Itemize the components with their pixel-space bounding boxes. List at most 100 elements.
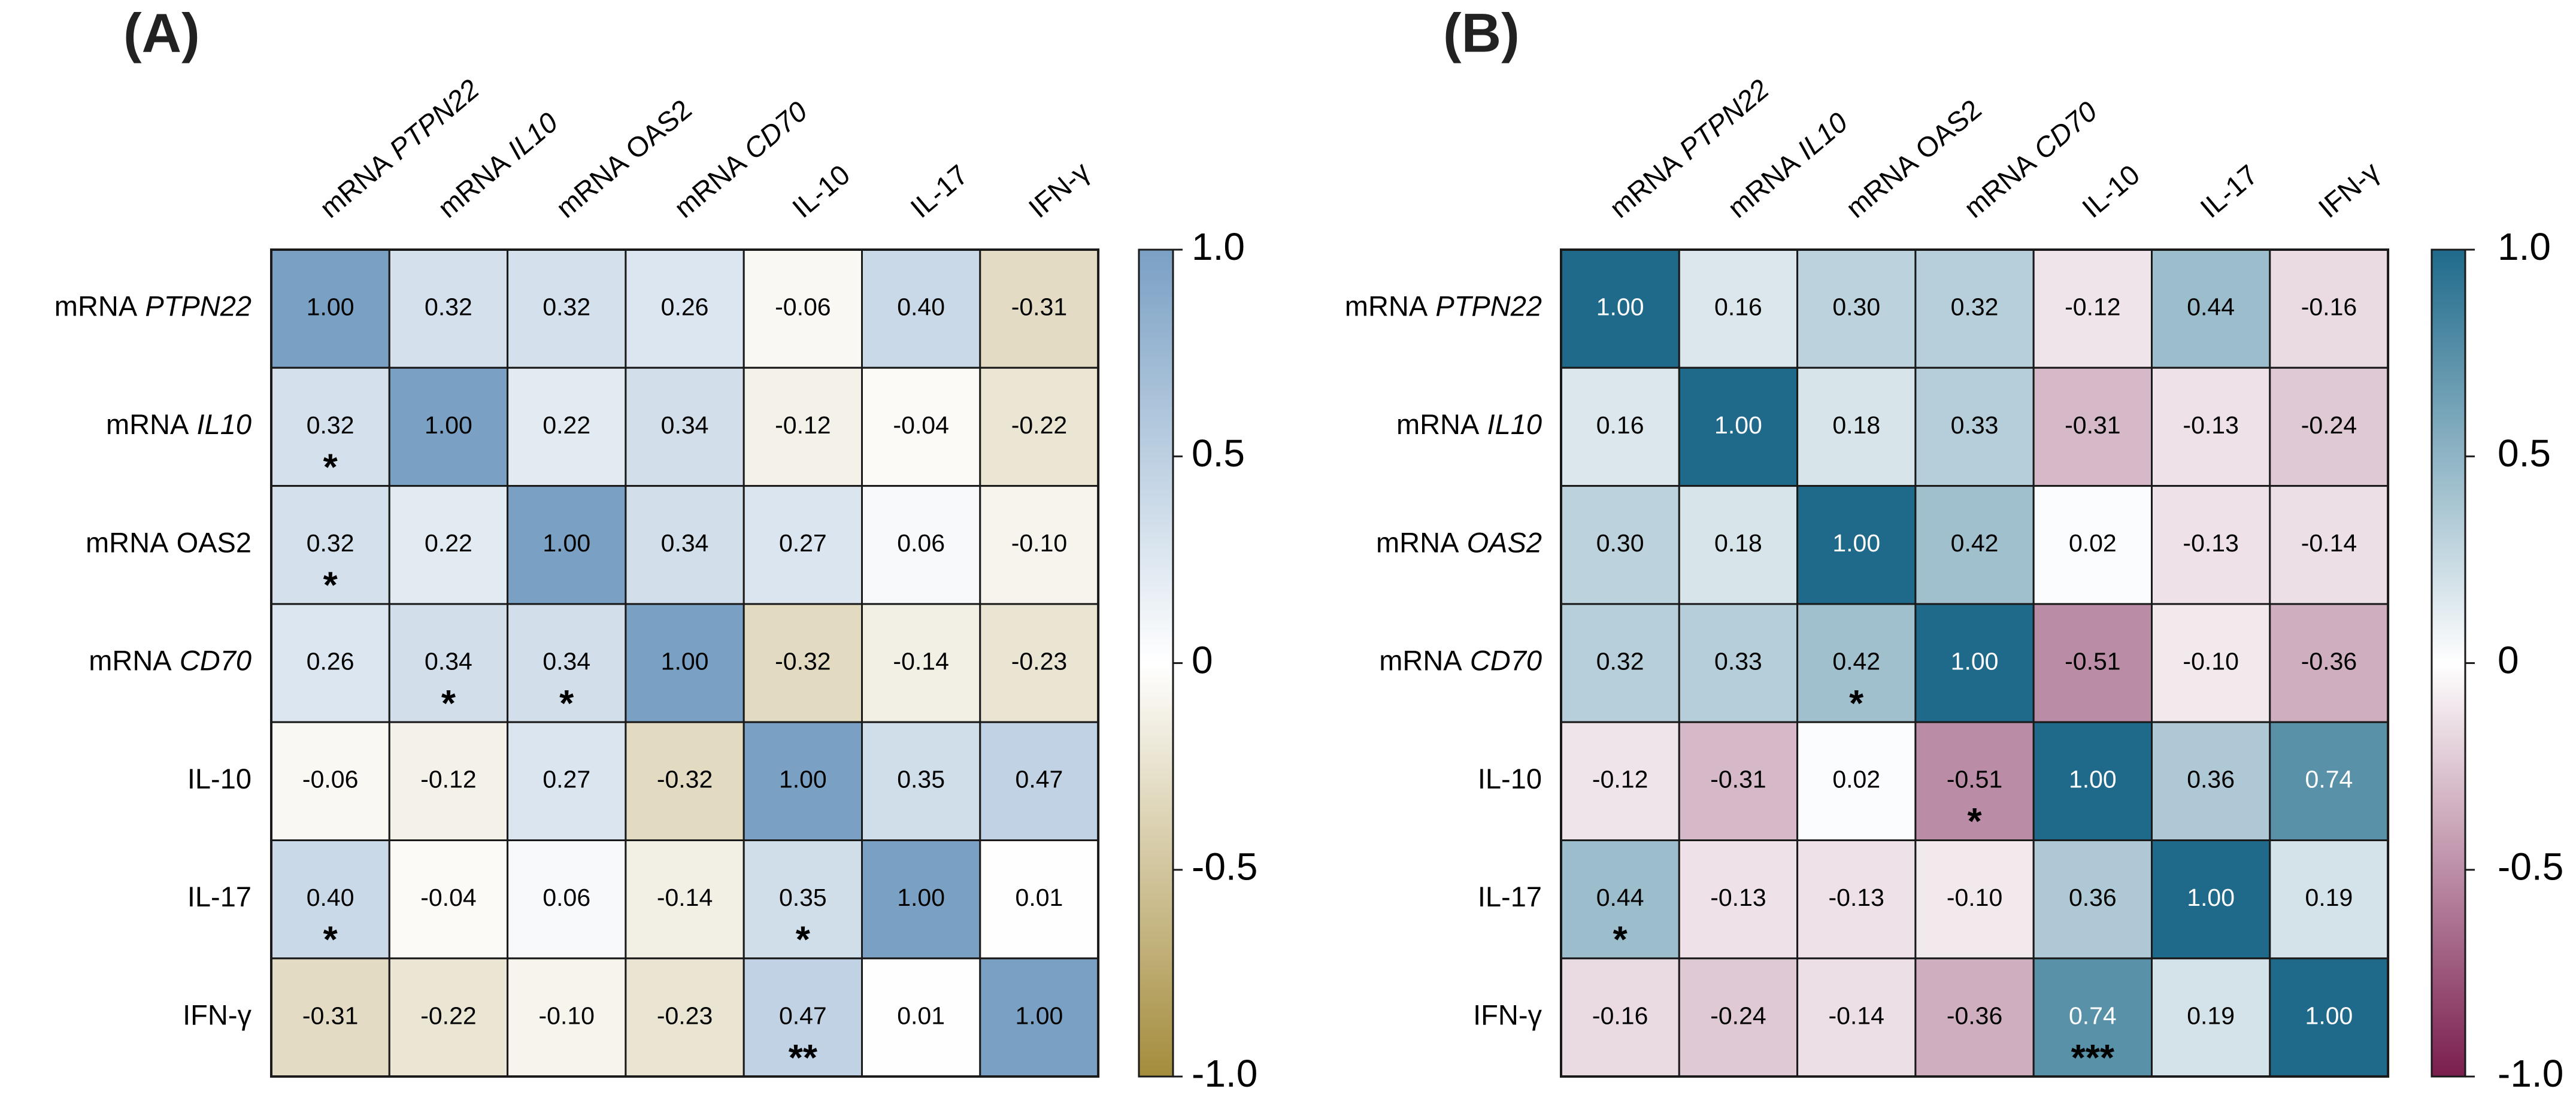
heatmap-cell [388,603,509,723]
value-label: -0.23 [657,1002,713,1029]
panel-title: (A) [123,2,200,63]
heatmap-cell [388,485,509,605]
heatmap-cell [979,366,1099,487]
colorbar-tick-label: -1.0 [2498,1052,2563,1095]
colorbar [1138,248,1174,1078]
colorbar [2430,248,2466,1078]
value-label: 0.33 [1714,647,1762,675]
label-part: IFN-γ [183,999,251,1031]
row-label: mRNA IL10 [106,408,251,440]
heatmap-cell [2032,485,2153,605]
value-label: 0.47 [779,1002,827,1029]
heatmap-cell [2032,603,2153,723]
label-part: mRNA [1958,146,2042,224]
row-label: mRNA IL10 [1396,408,1542,440]
value-label: 1.00 [2069,766,2117,793]
value-label: -0.22 [420,1002,476,1029]
heatmap-cell [270,603,390,723]
value-label: -0.13 [1710,884,1766,911]
value-label: 1.00 [1951,647,1999,675]
value-label: 1.00 [897,884,945,911]
significance-stars: *** [2071,1038,2115,1079]
value-label: -0.14 [2301,529,2357,557]
panel-title: (B) [1443,2,1520,63]
heatmap-cell [270,248,390,369]
label-part: OAS2 [1467,527,1542,559]
heatmap-cell [625,485,745,605]
significance-stars: * [441,683,456,724]
value-label: 1.00 [425,411,472,439]
row-label: mRNA PTPN22 [1345,290,1542,322]
heatmap-cell [1914,485,2035,605]
label-part: mRNA [89,645,172,677]
value-label: 0.01 [897,1002,945,1029]
column-label: IL-10 [2076,159,2145,224]
value-label: -0.31 [302,1002,358,1029]
value-label: 0.44 [2187,293,2235,320]
heatmap-cell [861,248,981,369]
significance-stars: * [323,447,338,488]
heatmap-cell [507,366,627,487]
value-label: 0.34 [425,647,472,675]
label-part: mRNA [668,146,753,224]
value-label: 0.44 [1596,884,1644,911]
heatmap-cell [743,839,863,960]
heatmap-cell [1560,366,1680,487]
label-part: IL-10 [187,763,251,794]
heatmap-cell [270,839,390,960]
value-label: 0.32 [425,293,472,320]
label-part: PTPN22 [383,73,485,166]
label-part: IL-17 [1478,881,1542,913]
heatmap-cell [507,957,627,1078]
value-label: 1.00 [661,647,709,675]
label-part: CD70 [180,645,251,677]
row-label: IL-10 [187,763,251,794]
value-label: 0.02 [1832,766,1880,793]
value-label: 0.42 [1832,647,1880,675]
heatmap-cell [2269,485,2389,605]
label-part: mRNA [1376,527,1459,559]
label-part: mRNA [54,290,138,322]
label-part: IL-10 [1478,763,1542,794]
heatmap-frame [270,248,1100,1078]
heatmap-cell [2151,957,2271,1078]
heatmap-cell [507,485,627,605]
value-label: 1.00 [307,293,354,320]
heatmap-cell [1560,839,1680,960]
value-label: 0.18 [1714,529,1762,557]
value-label: -0.04 [420,884,476,911]
heatmap-cell [861,485,981,605]
value-label: 0.35 [779,884,827,911]
value-label: -0.13 [2183,411,2238,439]
value-label: -0.13 [1829,884,1884,911]
value-label: 0.40 [897,293,945,320]
label-part: IL10 [501,106,563,165]
value-label: -0.51 [1947,766,2002,793]
label-part: IFN-γ [2313,155,2386,224]
value-label: 0.34 [661,411,709,439]
value-label: -0.10 [539,1002,595,1029]
significance-stars: * [323,920,338,961]
value-label: 0.19 [2305,884,2353,911]
significance-stars: * [796,920,811,961]
label-part: IL-17 [2194,159,2263,224]
label-part: mRNA [550,146,635,224]
heatmap-cell [2032,721,2153,841]
column-label: IL-10 [786,159,856,224]
heatmap-cell [388,839,509,960]
value-label: -0.14 [893,647,948,675]
colorbar-tick-label: -0.5 [1192,845,1257,888]
heatmap-cell [2269,957,2389,1078]
value-label: 0.42 [1951,529,1999,557]
heatmap-cell [1678,957,1799,1078]
label-part: IL10 [197,408,251,440]
label-part: mRNA [86,527,169,559]
heatmap-cell [979,839,1099,960]
label-part: CD70 [1470,645,1542,677]
value-label: 1.00 [2305,1002,2353,1029]
label-part: mRNA [314,146,398,224]
value-label: -0.32 [775,647,831,675]
value-label: 0.26 [307,647,354,675]
value-label: 0.26 [661,293,709,320]
heatmap-cell [2269,721,2389,841]
